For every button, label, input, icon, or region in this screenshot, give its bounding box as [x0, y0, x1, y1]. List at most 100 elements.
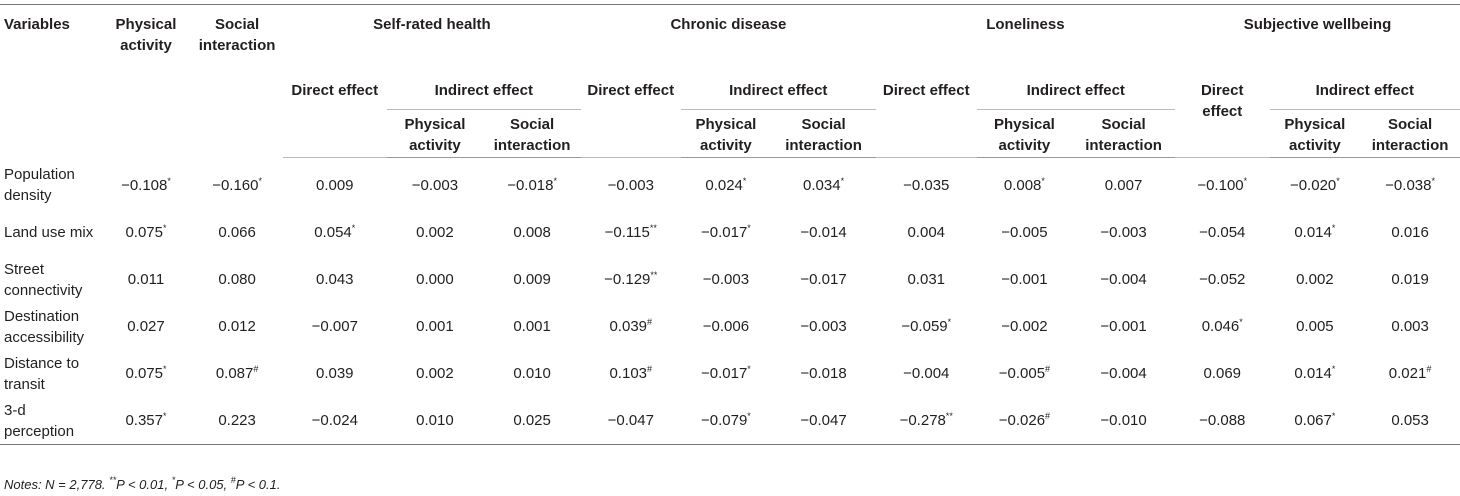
cell-value: −0.100 — [1197, 177, 1244, 194]
cell-value: −0.024 — [311, 412, 358, 429]
significance-mark: * — [162, 411, 167, 421]
cell-value: 0.087 — [215, 365, 254, 382]
table-cell: −0.026# — [976, 397, 1073, 445]
cell-value: 0.103 — [609, 365, 648, 382]
significance-mark: # — [253, 364, 259, 374]
cell-value: −0.020 — [1289, 177, 1337, 194]
cell-value: −0.035 — [903, 177, 950, 194]
cell-value: −0.088 — [1199, 412, 1246, 429]
significance-mark: * — [1431, 176, 1435, 186]
cell-value: 0.031 — [907, 271, 946, 288]
table-row: Destination accessibility 0.027 0.012 −0.00… — [0, 303, 1460, 350]
table-cell: 0.027 — [101, 303, 192, 350]
cell-value: −0.005 — [1001, 224, 1048, 241]
table-cell: −0.059* — [876, 303, 977, 350]
header-sub-physical-activity: Physical activity — [386, 109, 484, 158]
header-indirect-effect: Indirect effect — [386, 72, 581, 110]
table-cell: −0.001 — [1072, 303, 1175, 350]
cell-value: −0.003 — [800, 318, 847, 335]
table-cell: −0.054 — [1175, 209, 1270, 256]
cell-value: −0.007 — [311, 318, 358, 335]
table-cell: 0.069 — [1175, 350, 1270, 397]
cell-value: 0.012 — [218, 318, 256, 335]
cell-value: −0.129 — [604, 271, 651, 288]
table-cell: −0.079* — [680, 397, 772, 445]
table-cell: 0.021# — [1360, 350, 1460, 397]
cell-value: −0.018 — [800, 365, 847, 382]
table-cell: −0.024 — [282, 397, 387, 445]
table-cell: −0.014 — [771, 209, 876, 256]
cell-value: −0.003 — [607, 177, 654, 194]
table-cell: 0.024* — [681, 158, 772, 210]
significance-mark: ** — [945, 411, 953, 421]
cell-value: 0.034 — [803, 177, 841, 194]
cell-value: 0.054 — [314, 224, 352, 241]
cell-value: 0.021 — [1388, 365, 1427, 382]
cell-value: 0.080 — [218, 271, 256, 288]
cell-value: 0.002 — [416, 365, 454, 382]
significance-mark: ** — [650, 270, 658, 280]
cell-value: 0.053 — [1391, 412, 1429, 429]
table-cell: 0.357* — [100, 397, 192, 445]
header-sub-social-interaction: Social interaction — [1360, 109, 1460, 158]
table-cell: 0.039 — [283, 350, 387, 397]
header-variables: Variables — [0, 4, 101, 158]
significance-mark: * — [747, 411, 751, 421]
significance-mark: # — [647, 317, 653, 327]
cell-value: 0.004 — [907, 224, 946, 241]
table-cell: 0.087# — [191, 350, 283, 397]
cell-value: 0.069 — [1203, 365, 1242, 382]
mediation-effects-table: Variables Physical activity Social inter… — [0, 4, 1460, 445]
cell-value: 0.014 — [1294, 365, 1332, 382]
cell-value: −0.003 — [1100, 224, 1147, 241]
table-cell: −0.129** — [581, 256, 681, 303]
significance-mark: * — [1243, 176, 1248, 186]
significance-mark: * — [1331, 411, 1336, 421]
table-cell: 0.001 — [387, 303, 484, 350]
cell-value: 0.001 — [416, 318, 454, 335]
cell-value: −0.004 — [1100, 365, 1147, 382]
cell-value: −0.002 — [1001, 318, 1048, 335]
table-row: Street connectivity 0.011 0.080 0.043 0.000 0… — [0, 256, 1460, 303]
significance-mark: * — [742, 176, 747, 186]
cell-value: −0.017 — [700, 224, 748, 241]
table-cell: −0.020* — [1270, 158, 1361, 210]
header-row-outcomes: Variables Physical activity Social inter… — [0, 4, 1460, 158]
table-cell: −0.003 — [581, 158, 681, 210]
table-row: 3-d perception 0.357* 0.223 −0.024 0.010 0.02… — [0, 397, 1460, 445]
table-cell: 0.012 — [191, 303, 283, 350]
significance-mark: * — [947, 317, 952, 327]
table-cell: −0.003 — [387, 158, 484, 210]
table-cell: −0.005 — [977, 209, 1073, 256]
table-cell: −0.006 — [681, 303, 772, 350]
significance-mark: * — [1331, 364, 1336, 374]
table-cell: 0.002 — [387, 209, 484, 256]
cell-value: 0.009 — [315, 177, 354, 194]
table-cell: 0.010 — [483, 350, 581, 397]
cell-value: −0.108 — [121, 176, 168, 194]
cell-value: 0.005 — [1296, 318, 1334, 335]
table-cell: 0.080 — [191, 256, 283, 303]
table-cell: 0.223 — [191, 397, 283, 445]
cell-value: 0.075 — [125, 224, 163, 241]
significance-mark: * — [1041, 176, 1045, 186]
table-cell: −0.002 — [977, 303, 1073, 350]
table-cell: 0.010 — [386, 397, 484, 445]
row-variable-label: 3-d perception — [0, 397, 101, 445]
table-cell: 0.008* — [977, 158, 1073, 210]
header-sub-social-interaction: Social interaction — [1072, 109, 1175, 158]
cell-value: 0.066 — [218, 224, 256, 241]
table-cell: −0.017* — [681, 209, 772, 256]
cell-value: 0.043 — [315, 271, 354, 288]
table-cell: 0.004 — [876, 209, 977, 256]
table-cell: 0.039# — [581, 303, 681, 350]
table-cell: 0.066 — [191, 209, 283, 256]
table-cell: −0.115** — [581, 209, 681, 256]
table-cell: −0.003 — [681, 256, 772, 303]
significance-mark: * — [162, 364, 167, 374]
header-indirect-effect: Indirect effect — [976, 72, 1175, 110]
notes-mark: ** — [109, 475, 117, 485]
cell-value: −0.006 — [702, 318, 750, 335]
row-variable-label: Land use mix — [4, 224, 94, 241]
header-row-mediators: Physical activity Social interaction Phy… — [0, 109, 1460, 158]
